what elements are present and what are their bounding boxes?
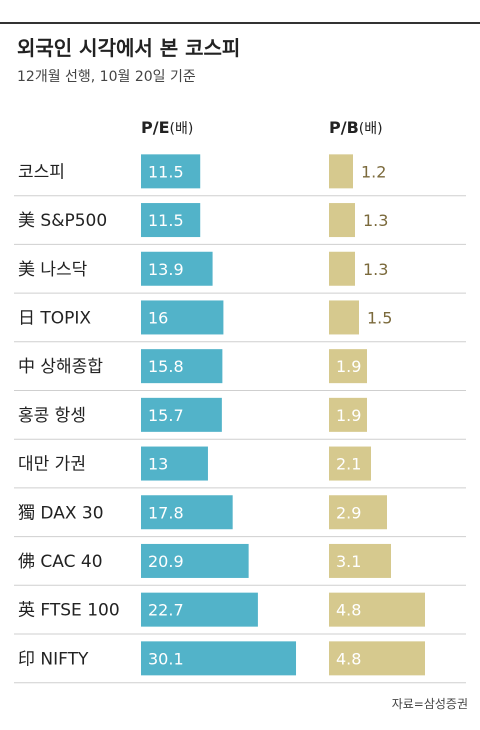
pb-bar <box>329 641 425 676</box>
pb-value-label: 1.9 <box>336 406 361 425</box>
pe-value-label: 15.7 <box>148 406 184 425</box>
row-label: 대만 가권 <box>18 455 86 475</box>
pe-bar <box>141 592 258 627</box>
pb-column-header: P/B(배) <box>329 118 383 138</box>
pb-value-label: 2.1 <box>336 455 361 474</box>
row-label: 佛 CAC 40 <box>18 552 103 572</box>
pe-value-label: 13 <box>148 455 168 474</box>
pe-bar <box>141 203 201 238</box>
pb-bar <box>329 543 391 578</box>
pe-value-label: 11.5 <box>148 162 184 181</box>
pb-bar <box>329 251 355 286</box>
row-label: 獨 DAX 30 <box>18 503 104 523</box>
chart-subtitle: 12개월 선행, 10월 20일 기준 <box>17 69 196 85</box>
pb-value-label: 4.8 <box>336 649 361 668</box>
pb-bar <box>329 446 371 481</box>
pe-bar <box>141 397 222 432</box>
pb-value-label: 1.5 <box>367 308 392 327</box>
pb-value-label: 1.3 <box>363 260 388 279</box>
pe-value-label: 20.9 <box>148 552 184 571</box>
row-label: 홍콩 항셍 <box>18 406 86 426</box>
pe-value-label: 22.7 <box>148 601 184 620</box>
pb-header-unit: (배) <box>358 121 383 137</box>
pb-bar <box>329 300 359 335</box>
pe-bar <box>141 446 208 481</box>
pe-bar <box>141 251 213 286</box>
pb-value-label: 2.9 <box>336 503 361 522</box>
pb-bar <box>329 397 367 432</box>
pb-value-label: 1.3 <box>363 211 388 230</box>
pb-header-label: P/B <box>329 118 359 137</box>
pb-bar <box>329 495 387 530</box>
pe-header-unit: (배) <box>169 121 194 137</box>
pe-value-label: 17.8 <box>148 503 184 522</box>
source-note: 자료=삼성증권 <box>391 697 468 711</box>
pb-bar <box>329 592 425 627</box>
pe-bar <box>141 641 297 676</box>
pe-header-label: P/E <box>141 118 170 137</box>
pe-value-label: 13.9 <box>148 260 184 279</box>
pb-value-label: 4.8 <box>336 601 361 620</box>
pe-value-label: 16 <box>148 308 168 327</box>
pe-bar <box>141 543 249 578</box>
pb-value-label: 1.2 <box>361 162 386 181</box>
row-label: 美 나스닥 <box>18 260 88 280</box>
row-label: 中 상해종합 <box>18 357 103 377</box>
pe-value-label: 15.8 <box>148 357 184 376</box>
pe-column-header: P/E(배) <box>141 118 193 138</box>
pe-bar <box>141 300 224 335</box>
top-rule <box>0 22 480 24</box>
pe-value-label: 11.5 <box>148 211 184 230</box>
pb-bar <box>329 349 367 384</box>
pb-value-label: 3.1 <box>336 552 361 571</box>
pb-bar <box>329 154 353 189</box>
chart-title: 외국인 시각에서 본 코스피 <box>17 36 241 60</box>
row-label: 코스피 <box>18 162 65 182</box>
pe-value-label: 30.1 <box>148 649 184 668</box>
row-label: 美 S&P500 <box>18 211 107 231</box>
pe-bar <box>141 154 201 189</box>
pe-bar <box>141 495 233 530</box>
pb-value-label: 1.9 <box>336 357 361 376</box>
row-label: 日 TOPIX <box>18 308 91 328</box>
row-label: 印 NIFTY <box>18 649 89 669</box>
row-label: 英 FTSE 100 <box>18 601 120 621</box>
pb-bar <box>329 203 355 238</box>
pe-bar <box>141 349 223 384</box>
